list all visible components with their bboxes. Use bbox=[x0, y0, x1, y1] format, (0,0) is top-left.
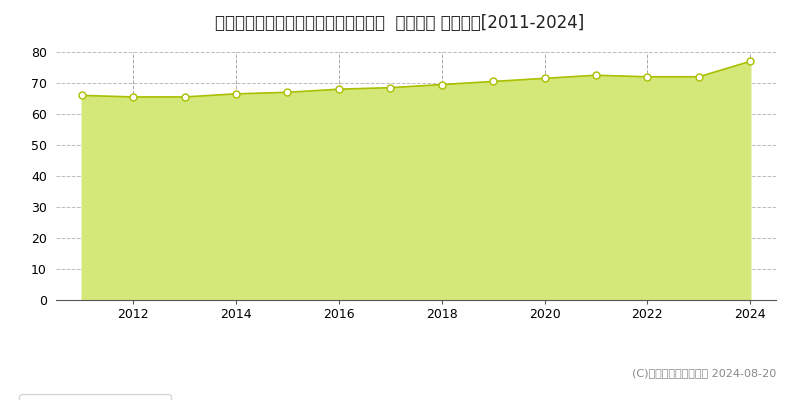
Point bbox=[230, 91, 242, 97]
Text: (C)土地価格ドットコム 2024-08-20: (C)土地価格ドットコム 2024-08-20 bbox=[632, 368, 776, 378]
Point bbox=[590, 72, 602, 78]
Point bbox=[126, 94, 139, 100]
Text: 埼玉県川越市野田町１丁目６番２６外  地価公示 地価推移[2011-2024]: 埼玉県川越市野田町１丁目６番２６外 地価公示 地価推移[2011-2024] bbox=[215, 14, 585, 32]
Point bbox=[538, 75, 551, 82]
Point bbox=[75, 92, 88, 98]
Point bbox=[486, 78, 499, 85]
Point bbox=[281, 89, 294, 96]
Point bbox=[178, 94, 191, 100]
Point bbox=[641, 74, 654, 80]
Point bbox=[744, 58, 757, 64]
Point bbox=[384, 84, 397, 91]
Point bbox=[333, 86, 346, 92]
Point bbox=[435, 81, 448, 88]
Legend: 地価公示 平均坪単価(万円/坪): 地価公示 平均坪単価(万円/坪) bbox=[19, 394, 171, 400]
Point bbox=[693, 74, 706, 80]
